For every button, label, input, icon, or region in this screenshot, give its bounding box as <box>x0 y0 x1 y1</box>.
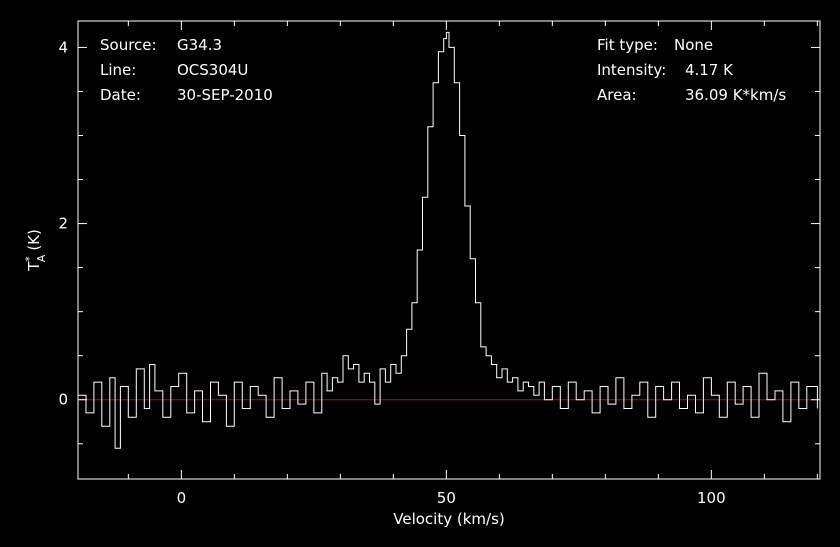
y-axis-title-main: T <box>25 261 43 272</box>
y-tick-label: 4 <box>58 38 68 56</box>
area-key: Area: <box>597 86 637 104</box>
x-tick-label: 50 <box>437 489 456 507</box>
y-axis-title-text: T*A (K) <box>23 229 48 272</box>
source-key: Source: <box>100 36 157 54</box>
x-tick-label: 100 <box>697 489 726 507</box>
intensity-key: Intensity: <box>597 61 666 79</box>
x-axis-title: Velocity (km/s) <box>393 510 504 528</box>
fit-type-key: Fit type: <box>597 36 658 54</box>
y-axis-title: T*A (K) <box>23 229 48 272</box>
area-value: 36.09 K*km/s <box>685 86 786 104</box>
y-axis-title-sup: * <box>23 256 36 262</box>
plot-frame <box>77 20 821 480</box>
y-axis-ticks: 0 2 4 <box>58 38 820 445</box>
info-block-left: Source: G34.3 Line: OCS304U Date: 30-SEP… <box>100 36 273 104</box>
info-block-right: Fit type: None Intensity: 4.17 K Area: 3… <box>597 36 786 104</box>
y-tick-label: 0 <box>58 391 68 409</box>
y-axis-title-sub: A <box>35 254 48 262</box>
fit-type-value: None <box>674 36 713 54</box>
source-value: G34.3 <box>177 36 222 54</box>
x-tick-label: 0 <box>177 489 187 507</box>
intensity-value: 4.17 K <box>685 61 734 79</box>
line-value: OCS304U <box>177 61 248 79</box>
date-value: 30-SEP-2010 <box>177 86 273 104</box>
y-tick-label: 2 <box>58 215 68 233</box>
date-key: Date: <box>100 86 141 104</box>
y-axis-title-unit: (K) <box>25 229 43 251</box>
spectrum-line <box>78 31 818 449</box>
x-axis-ticks: 0 50 100 <box>127 21 818 507</box>
line-key: Line: <box>100 61 136 79</box>
